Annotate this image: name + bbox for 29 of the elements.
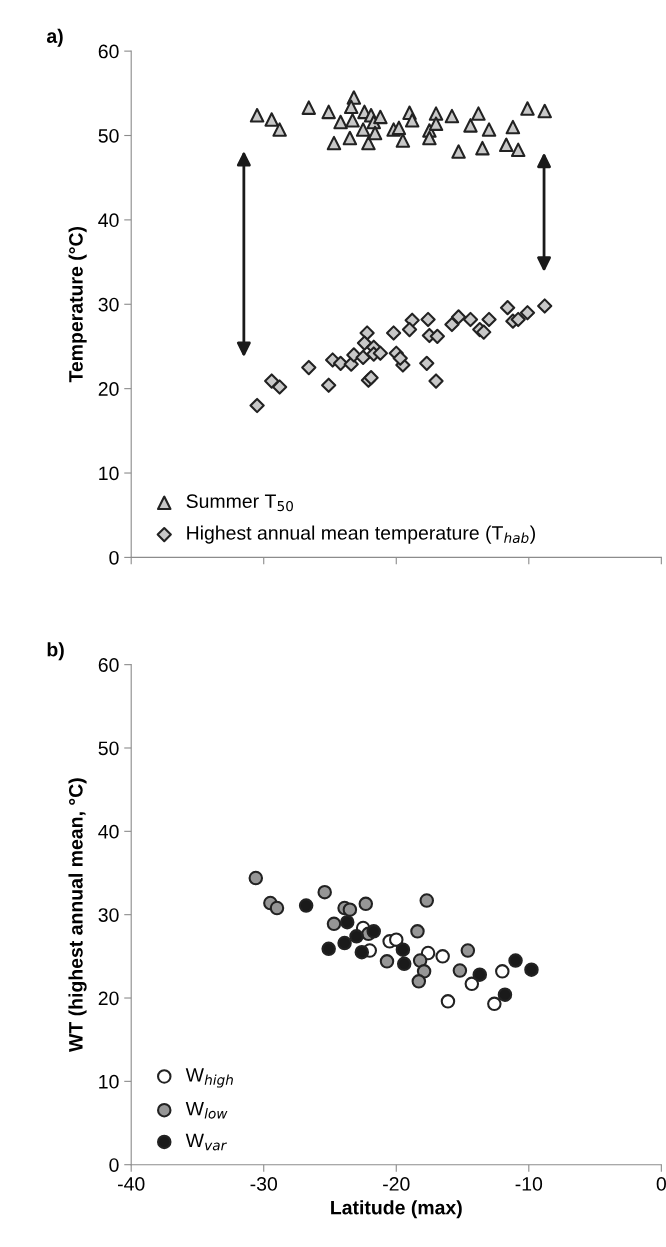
y-axis-title: Temperature (°C) (68, 226, 87, 383)
y-tick-label: 30 (98, 908, 119, 922)
chart-title: b) (47, 642, 64, 661)
y-tick-label: 60 (98, 658, 119, 672)
x-tick-label: -20 (383, 1177, 410, 1191)
legend-label: W$_{high}$ (185, 1068, 233, 1088)
x-axis-title: Latitude (max) (331, 1200, 462, 1219)
y-tick-label: 0 (109, 550, 119, 565)
x-tick-label: -30 (250, 1177, 278, 1191)
chart-title: a) (46, 28, 63, 47)
legend-label: W$_{var}$ (185, 1133, 227, 1151)
legend-label: Summer T$_{50}$ (186, 494, 293, 512)
y-tick-label: 50 (98, 741, 119, 756)
y-axis-title: WT (highest annual mean, °C) (68, 778, 87, 1052)
legend-label: W$_{low}$ (185, 1101, 228, 1119)
y-tick-label: 20 (98, 382, 119, 396)
y-tick-label: 0 (109, 1158, 119, 1172)
y-tick-label: 10 (99, 1074, 119, 1089)
y-tick-label: 60 (98, 44, 119, 59)
y-tick-label: 40 (98, 213, 119, 228)
y-tick-label: 40 (98, 824, 119, 839)
x-tick-label: -10 (515, 1177, 543, 1191)
y-tick-label: 20 (98, 991, 119, 1006)
x-tick-label: 0 (656, 1177, 666, 1191)
y-tick-label: 30 (98, 297, 119, 312)
y-tick-label: 10 (99, 466, 119, 481)
x-tick-label: -40 (118, 1177, 145, 1191)
legend-label: Highest annual mean temperature (T$_{hab}$) (187, 525, 535, 544)
y-tick-label: 50 (98, 128, 119, 143)
